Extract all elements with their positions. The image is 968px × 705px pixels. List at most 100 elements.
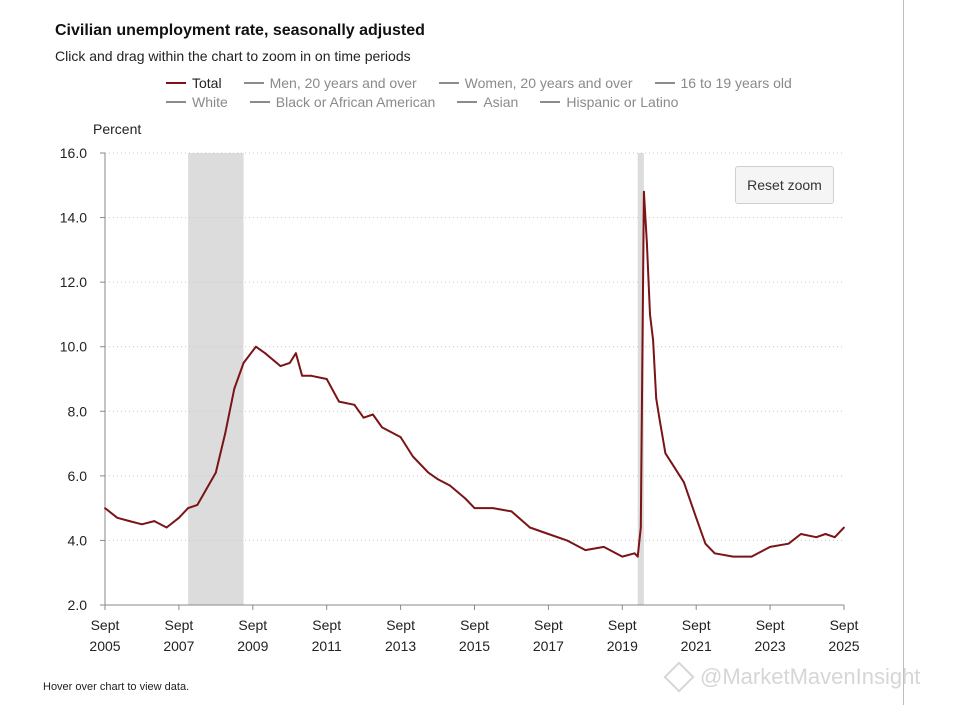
x-tick-label-month: Sept [386, 617, 415, 633]
watermark-logo-icon [663, 661, 695, 693]
data-point [529, 526, 531, 529]
data-point [128, 520, 131, 522]
legend-swatch [540, 101, 561, 103]
legend-label: 16 to 19 years old [680, 75, 792, 91]
y-tick-label: 14.0 [60, 210, 87, 226]
y-tick-label: 2.0 [68, 597, 88, 613]
y-tick-label: 12.0 [60, 274, 87, 290]
data-point [338, 400, 340, 403]
data-point [732, 555, 735, 558]
data-point [153, 520, 156, 522]
recession-band [637, 153, 644, 605]
data-point [787, 542, 790, 545]
x-tick-label-year: 2017 [533, 638, 564, 654]
x-tick-label-month: Sept [534, 617, 563, 633]
data-point [642, 190, 645, 193]
reset-zoom-button[interactable]: Reset zoom [735, 166, 834, 204]
data-point [815, 536, 818, 539]
recession-band [188, 153, 244, 605]
x-tick-label-year: 2025 [828, 638, 859, 654]
y-axis-label: Percent [93, 121, 142, 137]
data-point [713, 552, 716, 555]
legend-item[interactable]: White [166, 94, 228, 110]
data-point [448, 484, 451, 487]
recession-shading [188, 153, 644, 605]
data-point [214, 471, 217, 474]
data-point [682, 481, 685, 484]
data-point [799, 533, 802, 535]
data-point [704, 542, 707, 545]
hover-instruction: Hover over chart to view data. [43, 681, 190, 693]
y-tick-label: 10.0 [60, 339, 87, 355]
data-point [187, 507, 190, 510]
data-point [621, 555, 624, 558]
legend-swatch [166, 82, 186, 84]
axes: 16.014.012.010.08.06.04.02.0Sept2005Sept… [60, 145, 860, 654]
data-point [695, 516, 698, 519]
data-point [649, 313, 651, 316]
data-point [427, 471, 430, 474]
data-point [636, 555, 639, 558]
data-point [664, 452, 667, 455]
legend-item[interactable]: Black or African American [249, 94, 436, 110]
legend-label: Hispanic or Latino [566, 94, 679, 110]
data-point [639, 526, 642, 529]
data-point [116, 516, 119, 519]
legend-item[interactable]: Men, 20 years and over [243, 75, 417, 91]
x-tick-label-month: Sept [608, 617, 637, 633]
legend-label: Asian [483, 94, 519, 110]
data-point [473, 507, 476, 510]
legend-label: Women, 20 years and over [464, 75, 633, 91]
data-point [381, 426, 384, 429]
x-tick-label-month: Sept [830, 617, 859, 633]
data-point [196, 504, 199, 506]
legend-label: Total [192, 75, 222, 91]
legend-item[interactable]: Total [166, 75, 222, 91]
series-line-total [104, 190, 845, 558]
x-tick-label-month: Sept [460, 617, 489, 633]
legend-item[interactable]: Hispanic or Latino [540, 94, 678, 110]
data-point [310, 374, 313, 377]
data-point [843, 526, 845, 529]
data-point [288, 361, 291, 364]
x-tick-label-year: 2013 [385, 638, 416, 654]
data-point [412, 455, 414, 458]
data-point [646, 242, 648, 245]
x-tick-label-month: Sept [312, 617, 341, 633]
watermark-text: @MarketMavenInsight [700, 664, 921, 689]
legend-item[interactable]: Women, 20 years and over [438, 75, 633, 91]
data-point [510, 510, 513, 513]
data-point [670, 462, 673, 464]
legend-label: White [192, 94, 228, 110]
data-point [141, 523, 143, 526]
data-point [633, 552, 636, 555]
x-tick-label-year: 2005 [89, 638, 120, 654]
data-point [362, 416, 365, 419]
data-point [178, 516, 180, 519]
chart-title: Civilian unemployment rate, seasonally a… [55, 22, 425, 39]
chart-subtitle: Click and drag within the chart to zoom … [55, 48, 411, 64]
data-point [399, 436, 402, 439]
data-point [242, 361, 245, 364]
x-tick-label-year: 2015 [459, 638, 490, 654]
data-point [371, 413, 374, 416]
legend-item[interactable]: 16 to 19 years old [654, 75, 792, 91]
x-tick-label-year: 2021 [681, 638, 712, 654]
data-point [301, 374, 303, 377]
legend-item[interactable]: Asian [457, 94, 518, 110]
data-point [205, 487, 208, 490]
data-point [584, 549, 587, 552]
x-tick-label-month: Sept [164, 617, 193, 633]
x-tick-label-year: 2019 [607, 638, 638, 654]
data-point [325, 378, 328, 380]
data-point [492, 507, 494, 510]
page-border-right [903, 0, 904, 705]
data-point [464, 497, 467, 500]
data-point [833, 536, 836, 539]
data-point [436, 478, 439, 480]
legend-swatch [166, 101, 186, 103]
x-tick-label-month: Sept [756, 617, 785, 633]
legend-label: Black or African American [275, 94, 436, 110]
x-tick-label-month: Sept [91, 617, 120, 633]
